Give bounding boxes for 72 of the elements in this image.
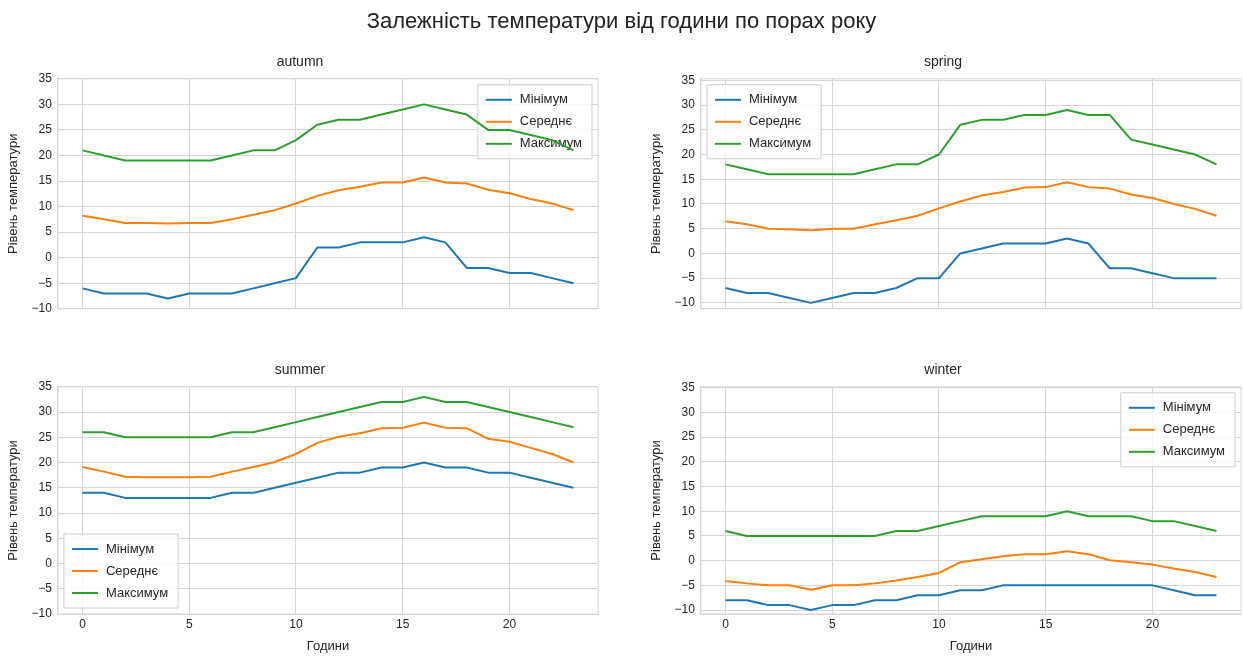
x-tick-label: 0: [79, 616, 87, 631]
y-tick-label: 20: [38, 454, 53, 469]
y-tick-label: 30: [681, 97, 696, 112]
y-tick-label: 25: [681, 429, 696, 444]
y-tick-label: 0: [45, 555, 53, 570]
y-tick-label: 35: [681, 380, 696, 395]
y-tick-label: 5: [45, 530, 53, 545]
y-axis-title: Рівень температури: [648, 133, 664, 255]
legend-label: Середнє: [105, 562, 159, 578]
y-tick-label: 10: [38, 505, 53, 520]
x-axis-title: Години: [306, 637, 350, 653]
y-tick-label: 5: [45, 224, 53, 239]
y-tick-label: 0: [688, 552, 696, 567]
y-tick-label: 30: [681, 404, 696, 419]
chart-title: spring: [923, 53, 963, 70]
y-tick-label: 10: [681, 196, 696, 211]
x-tick-label: 15: [396, 616, 410, 631]
x-tick-label: 10: [932, 616, 946, 631]
y-tick-label: 25: [681, 122, 696, 137]
legend-label: Максимум: [105, 584, 169, 600]
y-tick-label: 5: [688, 528, 696, 543]
y-tick-label: −10: [31, 606, 53, 621]
y-tick-label: 30: [38, 404, 53, 419]
x-tick-label: 20: [1145, 616, 1160, 631]
x-tick-label: 10: [289, 616, 303, 631]
y-tick-label: 15: [681, 478, 696, 493]
legend-label: Мінімум: [519, 91, 569, 107]
y-tick-label: −5: [38, 581, 53, 596]
y-tick-label: 20: [681, 146, 696, 161]
legend-label: Середнє: [1162, 421, 1216, 437]
legend-label: Середнє: [748, 113, 802, 129]
y-axis-title: Рівень температури: [5, 133, 21, 255]
x-axis-title: Години: [949, 637, 993, 653]
y-tick-label: 25: [38, 122, 53, 137]
legend-label: Мінімум: [1162, 399, 1212, 415]
y-tick-label: −5: [38, 275, 53, 290]
y-tick-label: 0: [688, 245, 696, 260]
y-tick-label: 15: [38, 173, 53, 188]
y-tick-label: 20: [681, 454, 696, 469]
text: Залежність температури від години по порах року: [365, 8, 878, 34]
y-tick-label: 20: [38, 147, 53, 162]
y-tick-label: 30: [38, 96, 53, 111]
x-tick-label: 5: [185, 616, 193, 631]
y-tick-label: 15: [681, 171, 696, 186]
chart-title: summer: [274, 361, 326, 378]
y-tick-label: 35: [681, 72, 696, 87]
legend-label: Максимум: [748, 135, 812, 151]
y-tick-label: −10: [31, 301, 53, 316]
y-tick-label: 10: [38, 198, 53, 213]
y-tick-label: 0: [45, 250, 53, 264]
legend-label: Максимум: [1162, 443, 1226, 459]
legend-label: Мінімум: [105, 540, 155, 556]
y-tick-label: 10: [681, 503, 696, 518]
y-tick-label: 5: [688, 220, 696, 235]
y-tick-label: −5: [681, 577, 696, 592]
y-tick-label: 25: [38, 429, 53, 444]
chart-title: winter: [923, 361, 962, 378]
y-axis-title: Рівень температури: [5, 440, 21, 561]
x-tick-label: 5: [828, 616, 836, 631]
chart-title: autumn: [276, 53, 324, 70]
y-tick-label: 15: [38, 480, 53, 495]
y-tick-label: −10: [674, 602, 696, 617]
legend-label: Середнє: [519, 113, 573, 129]
y-tick-label: 35: [38, 379, 53, 394]
x-tick-label: 20: [502, 616, 517, 631]
y-tick-label: −10: [674, 295, 696, 310]
y-tick-label: 35: [38, 71, 53, 86]
legend-label: Мінімум: [748, 91, 798, 107]
y-axis-title: Рівень температури: [648, 440, 664, 561]
x-tick-label: 0: [722, 616, 730, 631]
y-tick-label: −5: [681, 270, 696, 285]
x-tick-label: 15: [1039, 616, 1053, 631]
